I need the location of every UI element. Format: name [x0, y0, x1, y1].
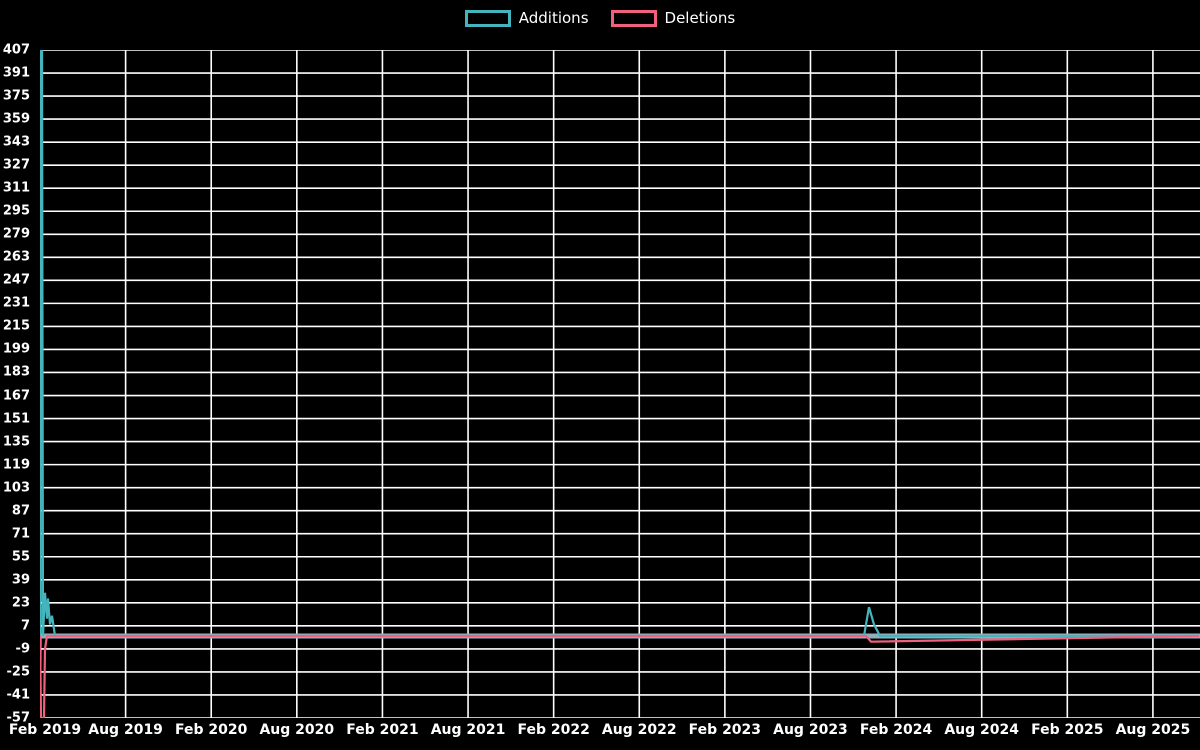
- y-tick-label: 55: [11, 549, 30, 565]
- x-tick-label: Aug 2020: [259, 722, 335, 738]
- y-tick-label: 263: [2, 249, 30, 265]
- y-tick-label: 391: [2, 65, 30, 81]
- x-tick-label: Feb 2021: [346, 722, 419, 738]
- x-tick-label: Aug 2022: [601, 722, 677, 738]
- legend-label-additions: Additions: [518, 8, 589, 27]
- y-tick-label: 231: [2, 295, 30, 311]
- y-tick-label: 375: [2, 88, 30, 104]
- y-tick-label: 199: [2, 341, 30, 357]
- x-tick-label: Aug 2021: [430, 722, 506, 738]
- y-tick-label: 279: [2, 226, 30, 242]
- y-tick-label: -41: [6, 687, 31, 703]
- y-tick-label: 119: [2, 457, 30, 473]
- y-tick-label: 167: [2, 388, 30, 404]
- series-line-deletions: [40, 634, 1200, 718]
- x-tick-label: Feb 2023: [688, 722, 762, 738]
- y-tick-label: 359: [2, 111, 30, 127]
- x-tick-label: Aug 2023: [773, 722, 848, 738]
- y-tick-label: 7: [20, 618, 30, 634]
- x-tick-label: Feb 2019: [8, 722, 82, 738]
- series-line-additions: [40, 50, 1199, 638]
- horizontal-gridlines: [40, 50, 1200, 718]
- chart-legend: Additions Deletions: [0, 0, 1200, 36]
- y-tick-label: 215: [2, 318, 30, 334]
- x-tick-label: Aug 2025: [1115, 722, 1191, 738]
- legend-label-deletions: Deletions: [664, 8, 736, 27]
- legend-item-additions[interactable]: Additions: [464, 8, 589, 27]
- legend-item-deletions[interactable]: Deletions: [610, 8, 736, 27]
- vertical-gridlines: [40, 50, 1154, 718]
- y-tick-label: -9: [15, 641, 30, 657]
- y-tick-label: 327: [2, 157, 30, 173]
- x-tick-label: Feb 2024: [859, 722, 933, 738]
- y-tick-label: 103: [2, 480, 30, 496]
- series-lines: [40, 50, 1200, 718]
- x-axis: Feb 2019 Aug 2019 Feb 2020 Aug 2020 Feb 2021…: [0, 722, 1200, 750]
- y-axis: 407 391 375 359 343 327 311 295 279 263 247 231 215 1…: [0, 0, 40, 750]
- y-tick-label: 135: [2, 434, 30, 450]
- y-tick-label: 247: [2, 272, 30, 288]
- plot-area: [40, 50, 1200, 718]
- y-tick-label: -57: [6, 710, 31, 726]
- y-tick-label: -25: [6, 664, 31, 680]
- y-tick-label: 151: [2, 411, 30, 427]
- x-tick-label: Feb 2025: [1031, 722, 1104, 738]
- y-tick-label: 295: [2, 203, 30, 219]
- y-tick-label: 71: [11, 526, 30, 542]
- x-tick-label: Feb 2022: [517, 722, 590, 738]
- y-tick-label: 39: [11, 572, 30, 588]
- y-tick-label: 23: [11, 595, 30, 611]
- plot-svg: [40, 50, 1200, 718]
- y-tick-label: 183: [2, 364, 30, 380]
- y-tick-label: 407: [2, 42, 30, 58]
- y-tick-label: 343: [2, 134, 30, 150]
- legend-swatch-additions: [464, 9, 511, 27]
- x-tick-label: Aug 2019: [88, 722, 163, 738]
- legend-swatch-deletions: [610, 9, 657, 27]
- x-tick-label: Feb 2020: [175, 722, 248, 738]
- y-tick-label: 87: [11, 503, 30, 519]
- y-tick-label: 311: [2, 180, 30, 196]
- x-tick-label: Aug 2024: [944, 722, 1020, 738]
